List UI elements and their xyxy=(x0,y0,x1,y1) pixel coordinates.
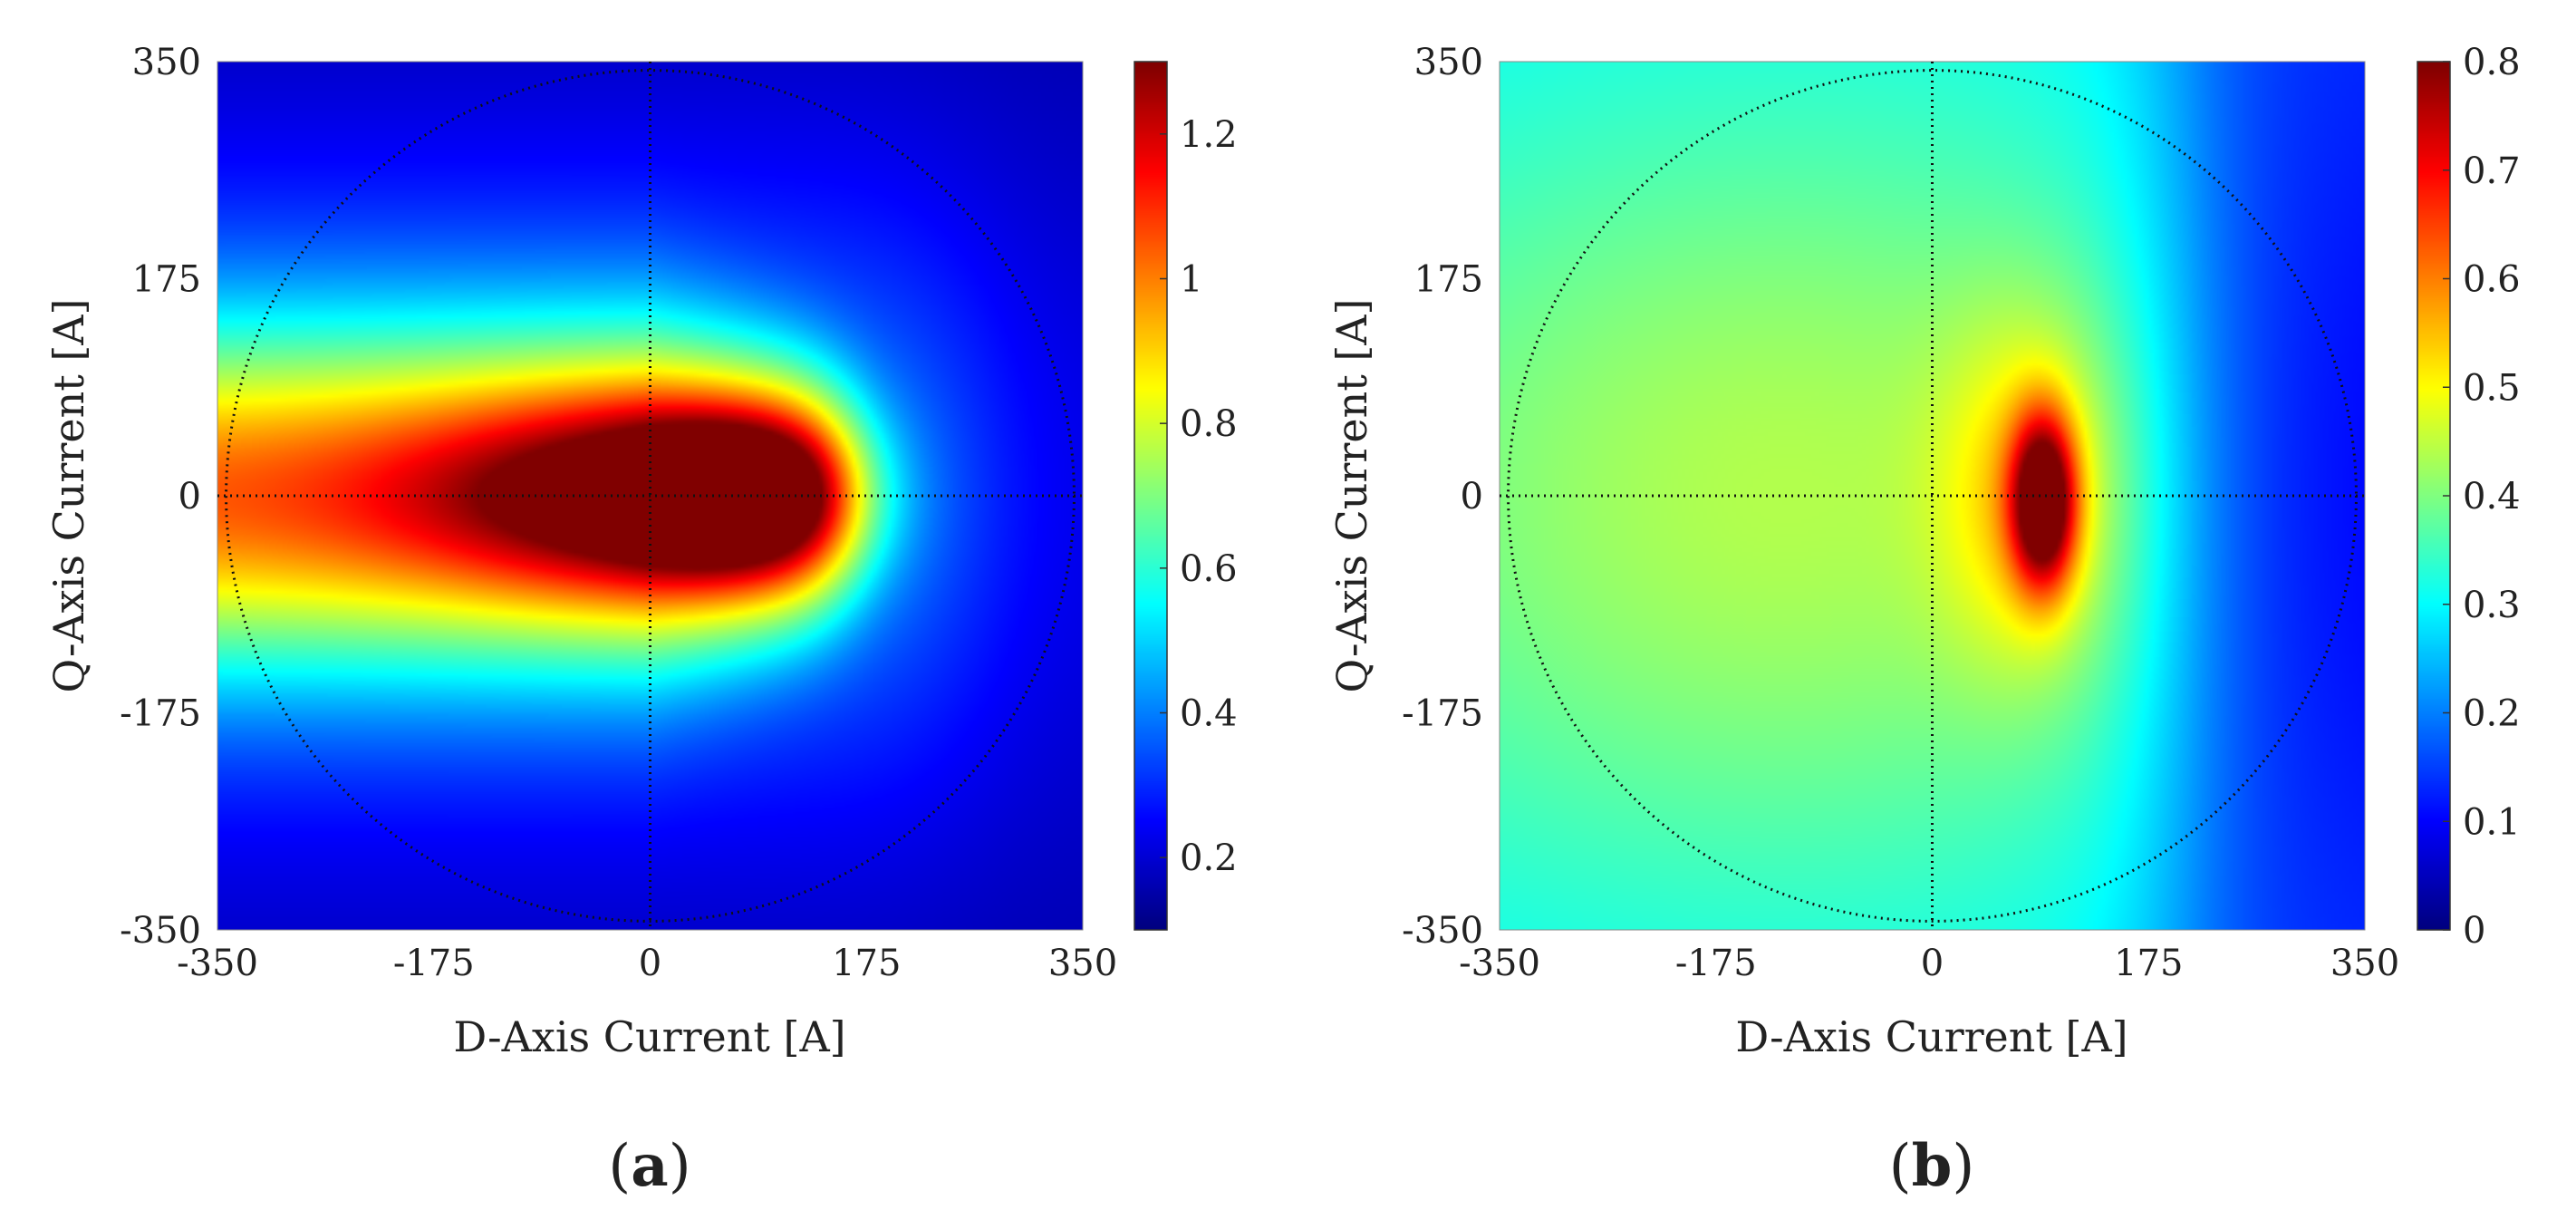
colorbar-tick-label: 0.4 xyxy=(1180,693,1238,735)
x-tick-label: 350 xyxy=(1048,943,1117,984)
colorbar-tick-label: 0 xyxy=(2463,910,2485,952)
colorbar-tick-label: 1 xyxy=(1180,259,1202,301)
x-tick-labels-a: -350 -175 0 175 350 xyxy=(177,943,1117,984)
y-tick-label: 350 xyxy=(132,42,201,83)
y-tick-label: 350 xyxy=(1414,42,1483,83)
x-tick-label: 0 xyxy=(639,943,661,984)
colorbar-tick-label: 0.6 xyxy=(2463,259,2521,301)
y-tick-label: 175 xyxy=(132,259,201,301)
x-tick-label: 350 xyxy=(2330,943,2399,984)
colorbar-tick-label: 0.5 xyxy=(2463,367,2521,409)
x-tick-label: -350 xyxy=(1459,943,1540,984)
panel-label-b: (b) xyxy=(1889,1132,1975,1200)
overlay-b xyxy=(1500,62,2365,930)
colorbar-tick-label: 0.3 xyxy=(2463,585,2521,626)
x-tick-label: -350 xyxy=(177,943,258,984)
operating-circle xyxy=(1507,69,2358,923)
y-tick-label: -350 xyxy=(120,910,201,952)
y-tick-labels-a: 350 175 0 -175 -350 xyxy=(120,42,201,952)
colorbar-tick-label: 0.6 xyxy=(1180,548,1238,590)
colorbar-tick-label: 0.8 xyxy=(1180,403,1238,445)
x-tick-labels-b: -350 -175 0 175 350 xyxy=(1459,943,2399,984)
colorbar-ticks-a: 0.2 0.4 0.6 0.8 1 1.2 xyxy=(1160,114,1238,879)
colorbar-tick-label: 0.8 xyxy=(2463,42,2521,83)
y-tick-labels-b: 350 175 0 -175 -350 xyxy=(1402,42,1483,952)
overlay-a xyxy=(217,62,1083,930)
colorbar-tick-label: 0.2 xyxy=(2463,693,2521,735)
colorbar-tick-label: 0.2 xyxy=(1180,837,1238,879)
y-axis-label-b: Q-Axis Current [A] xyxy=(1327,299,1376,693)
panel-b: -350 -175 0 175 350 350 175 0 -175 -350 D-Axis C… xyxy=(1327,42,2521,1200)
x-axis-label-a: D-Axis Current [A] xyxy=(453,1012,845,1061)
colorbar-frame-a xyxy=(1134,61,1168,931)
colorbar-ticks-b: 0 0.1 0.2 0.3 0.4 0.5 0.6 0.7 0.8 xyxy=(2443,42,2521,952)
x-tick-label: 175 xyxy=(832,943,901,984)
x-tick-label: 0 xyxy=(1921,943,1944,984)
colorbar-tick-label: 0.4 xyxy=(2463,476,2521,518)
y-tick-label: 0 xyxy=(178,476,201,518)
colorbar-tick-label: 0.7 xyxy=(2463,150,2521,192)
y-tick-label: -350 xyxy=(1402,910,1483,952)
y-tick-label: -175 xyxy=(1402,693,1483,735)
x-axis-label-b: D-Axis Current [A] xyxy=(1735,1012,2127,1061)
colorbar-tick-label: 1.2 xyxy=(1180,114,1238,156)
panel-label-a: (a) xyxy=(608,1132,690,1200)
colorbar-tick-label: 0.1 xyxy=(2463,801,2521,843)
x-tick-label: -175 xyxy=(1675,943,1757,984)
y-axis-label-a: Q-Axis Current [A] xyxy=(44,299,93,693)
y-tick-label: -175 xyxy=(120,693,201,735)
y-tick-label: 0 xyxy=(1461,476,1483,518)
x-tick-label: -175 xyxy=(393,943,475,984)
colorbar-a-image xyxy=(1134,62,1167,930)
panel-a: -350 -175 0 175 350 350 175 0 -175 -350 D-Axis C… xyxy=(44,42,1238,1200)
y-tick-label: 175 xyxy=(1414,259,1483,301)
x-tick-label: 175 xyxy=(2114,943,2183,984)
